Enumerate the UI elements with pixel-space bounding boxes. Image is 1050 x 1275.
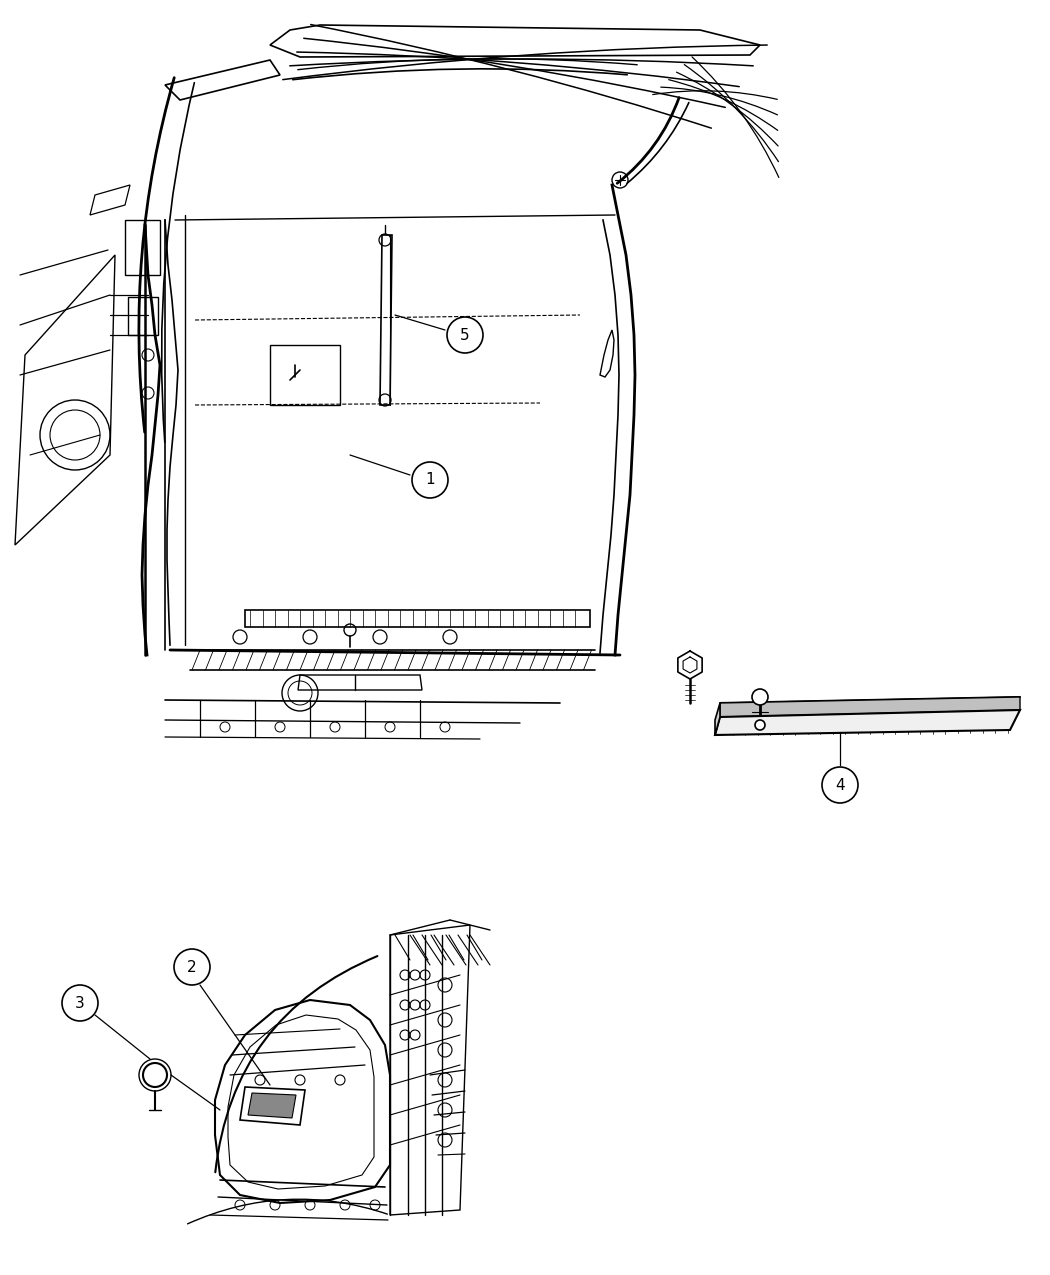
Circle shape xyxy=(447,317,483,353)
Text: 2: 2 xyxy=(187,960,196,974)
Polygon shape xyxy=(720,697,1020,717)
Circle shape xyxy=(752,688,768,705)
Polygon shape xyxy=(715,710,1020,734)
Circle shape xyxy=(62,986,98,1021)
Polygon shape xyxy=(715,703,720,734)
Circle shape xyxy=(143,1063,167,1088)
Text: 5: 5 xyxy=(460,328,469,343)
Text: 1: 1 xyxy=(425,473,435,487)
Text: 4: 4 xyxy=(835,778,845,793)
Polygon shape xyxy=(248,1093,296,1118)
Circle shape xyxy=(822,768,858,803)
Circle shape xyxy=(755,720,765,731)
Text: 3: 3 xyxy=(76,996,85,1011)
Circle shape xyxy=(412,462,448,499)
Circle shape xyxy=(174,949,210,986)
